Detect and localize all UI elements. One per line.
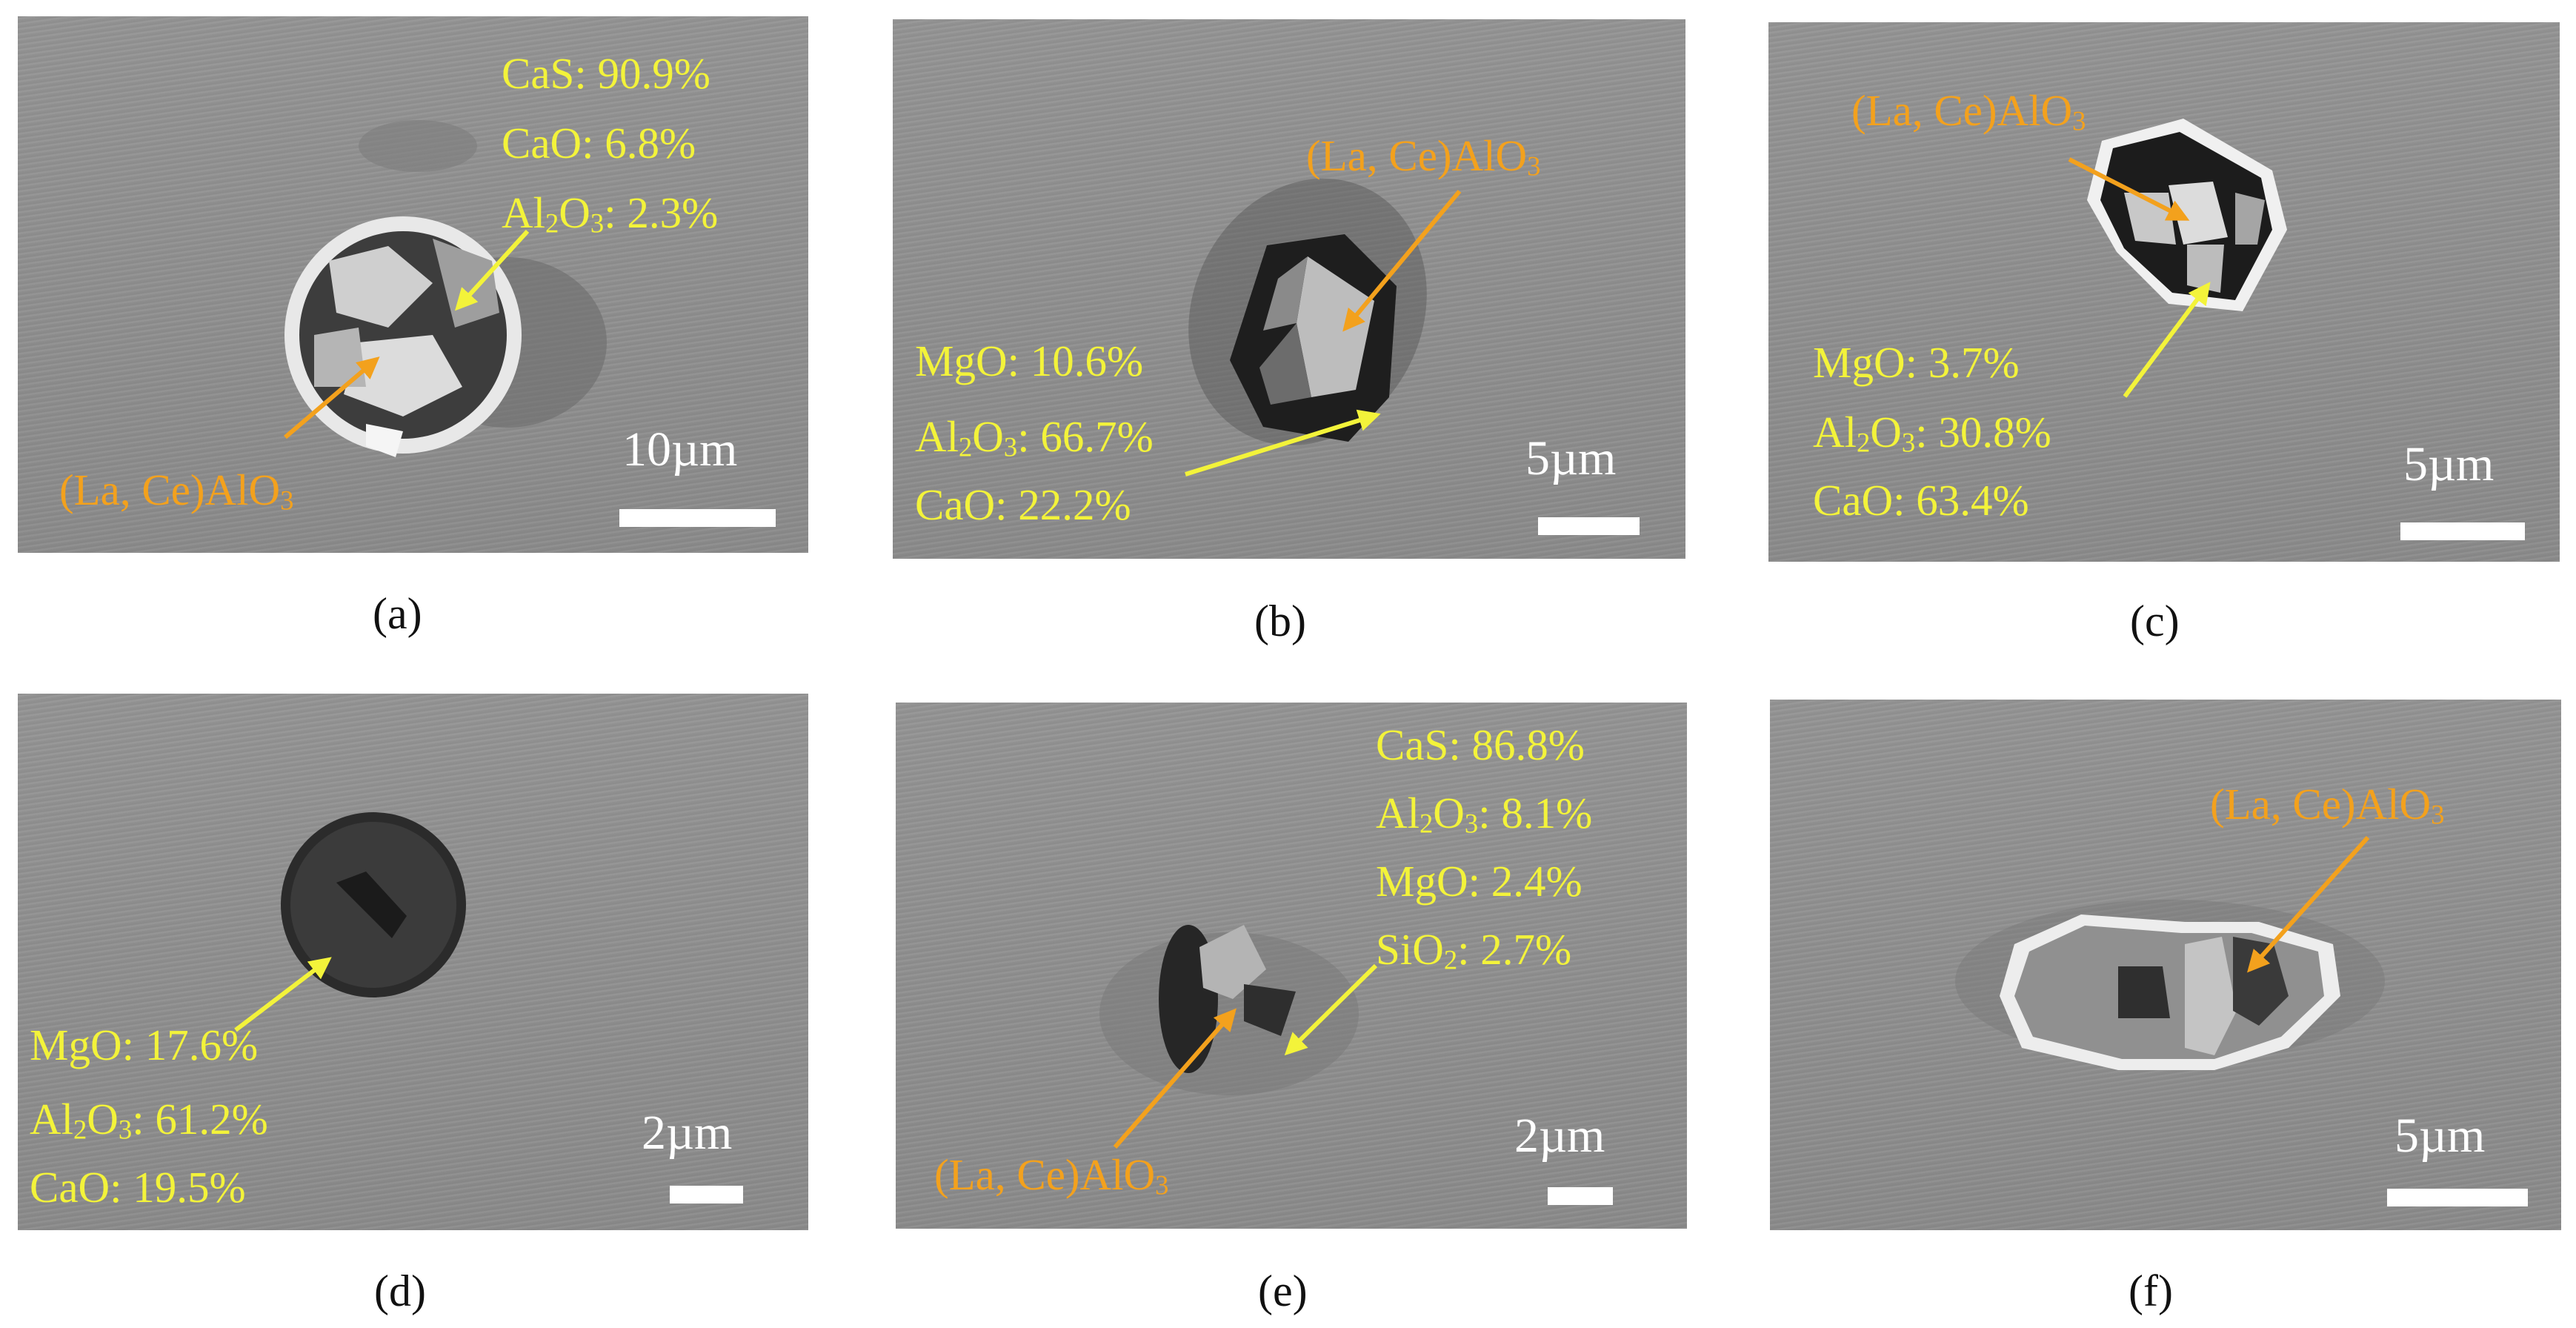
inclusion-a-image (284, 120, 607, 457)
panel-a-micrograph: CaS: 90.9% CaO: 6.8% Al2O3: 2.3% (La, Ce… (18, 16, 808, 553)
arrow-e-phase (1113, 1008, 1237, 1149)
caption-d: (d) (374, 1266, 426, 1315)
composition-line: CaO: 63.4% (1813, 476, 2029, 525)
inclusion-b-image (1188, 178, 1427, 446)
panel-d-micrograph: MgO: 17.6% Al2O3: 61.2% CaO: 19.5% 2µm (18, 694, 808, 1230)
caption-f: (f) (2129, 1266, 2173, 1315)
scale-bar (1538, 517, 1640, 535)
arrow-e-composition (1284, 963, 1378, 1056)
scale-label: 5µm (2403, 437, 2495, 491)
caption-c: (c) (2130, 597, 2180, 645)
phase-label: (La, Ce)AlO3 (59, 465, 294, 516)
scale-label: 2µm (642, 1106, 733, 1160)
composition-line: SiO2: 2.7% (1376, 925, 1572, 975)
caption-b: (b) (1254, 597, 1306, 645)
composition-line: MgO: 17.6% (30, 1020, 259, 1069)
scale-bar (619, 509, 776, 527)
scale-bar (2387, 1189, 2528, 1206)
composition-line: CaO: 19.5% (30, 1163, 246, 1212)
scale-bar (670, 1186, 743, 1204)
composition-line: Al2O3: 2.3% (502, 188, 719, 239)
caption-e: (e) (1258, 1266, 1308, 1315)
panel-c-micrograph: (La, Ce)AlO3 MgO: 3.7% Al2O3: 30.8% CaO:… (1768, 22, 2560, 562)
scale-label: 10µm (622, 422, 738, 477)
composition-line: MgO: 10.6% (915, 336, 1144, 385)
composition-line: Al2O3: 30.8% (1813, 408, 2051, 458)
scale-bar (1548, 1187, 1613, 1205)
composition-line: CaS: 90.9% (502, 49, 710, 98)
arrow-a-composition (454, 229, 530, 311)
arrow-b-composition (1185, 409, 1381, 477)
scale-bar (2400, 522, 2525, 540)
composition-line: CaO: 22.2% (915, 480, 1131, 529)
arrow-c-phase (2068, 157, 2190, 221)
composition-line: Al2O3: 61.2% (30, 1095, 268, 1145)
panel-e-micrograph: CaS: 86.8% Al2O3: 8.1% MgO: 2.4% SiO2: 2… (896, 703, 1687, 1229)
inclusion-d-image (281, 812, 466, 997)
composition-line: MgO: 2.4% (1376, 857, 1582, 906)
scale-label: 2µm (1514, 1109, 1605, 1163)
composition-line: CaS: 86.8% (1376, 720, 1585, 769)
composition-line: MgO: 3.7% (1813, 338, 2020, 387)
arrow-f-phase (2247, 836, 2370, 973)
phase-label: (La, Ce)AlO3 (1851, 86, 2086, 136)
phase-label: (La, Ce)AlO3 (2210, 780, 2445, 830)
scale-label: 5µm (1525, 431, 1617, 485)
arrow-b-phase (1342, 190, 1462, 332)
arrow-d-composition (234, 957, 332, 1032)
panel-b-micrograph: (La, Ce)AlO3 MgO: 10.6% Al2O3: 66.7% CaO… (893, 19, 1685, 559)
phase-label: (La, Ce)AlO3 (1306, 131, 1541, 182)
arrow-a-phase (284, 356, 380, 439)
composition-line: CaO: 6.8% (502, 119, 696, 167)
scale-label: 5µm (2394, 1109, 2486, 1163)
arrow-c-composition (2123, 282, 2211, 398)
composition-line: Al2O3: 66.7% (915, 412, 1154, 462)
caption-a: (a) (373, 589, 422, 638)
composition-line: Al2O3: 8.1% (1376, 788, 1593, 839)
phase-label: (La, Ce)AlO3 (934, 1150, 1169, 1201)
